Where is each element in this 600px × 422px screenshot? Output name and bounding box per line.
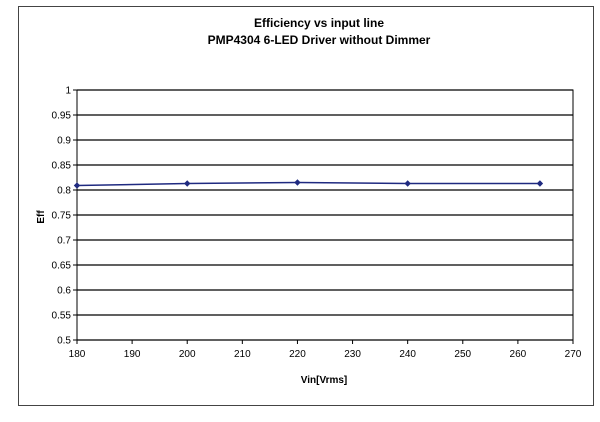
data-point (294, 179, 301, 186)
x-tick-label: 230 (344, 349, 361, 360)
x-tick-label: 240 (399, 349, 416, 360)
y-tick-label: 0.55 (52, 311, 72, 322)
data-point (404, 180, 411, 187)
x-tick-label: 190 (124, 349, 141, 360)
y-tick-label: 0.9 (57, 136, 71, 147)
data-point (73, 182, 81, 189)
y-tick-label: 0.8 (57, 186, 71, 197)
chart-subtitle: PMP4304 6-LED Driver without Dimmer (208, 33, 431, 47)
x-axis-label: Vin[Vrms] (301, 375, 348, 386)
y-tick-label: 0.85 (52, 161, 72, 172)
x-tick-label: 200 (179, 349, 196, 360)
y-axis-label: Eff (36, 210, 47, 224)
data-point (536, 180, 544, 187)
chart-frame: Efficiency vs input line PMP4304 6-LED D… (18, 6, 594, 406)
x-tick-label: 270 (565, 349, 582, 360)
y-tick-label: 0.7 (57, 236, 71, 247)
series-layer (73, 179, 544, 189)
x-tick-label: 260 (510, 349, 527, 360)
y-tick-label: 0.65 (52, 261, 72, 272)
y-tick-label: 0.6 (57, 286, 71, 297)
chart-svg: Efficiency vs input line PMP4304 6-LED D… (36, 16, 582, 386)
chart-title: Efficiency vs input line (254, 16, 384, 30)
y-tick-label: 0.75 (52, 211, 72, 222)
data-point (184, 180, 191, 187)
y-axis-ticks: 0.5 0.55 0.6 0.65 0.7 0.75 0.8 0.85 0.9 0.95 1 (52, 86, 77, 347)
x-tick-label: 250 (454, 349, 471, 360)
y-tick-label: 0.5 (57, 336, 71, 347)
y-tick-label: 1 (65, 86, 71, 97)
y-tick-label: 0.95 (52, 111, 72, 122)
x-tick-label: 210 (234, 349, 251, 360)
x-axis-ticks: 180 190 200 210 220 230 240 250 260 270 (69, 340, 582, 360)
x-tick-label: 180 (69, 349, 86, 360)
plot-area (76, 89, 574, 341)
x-tick-label: 220 (289, 349, 306, 360)
